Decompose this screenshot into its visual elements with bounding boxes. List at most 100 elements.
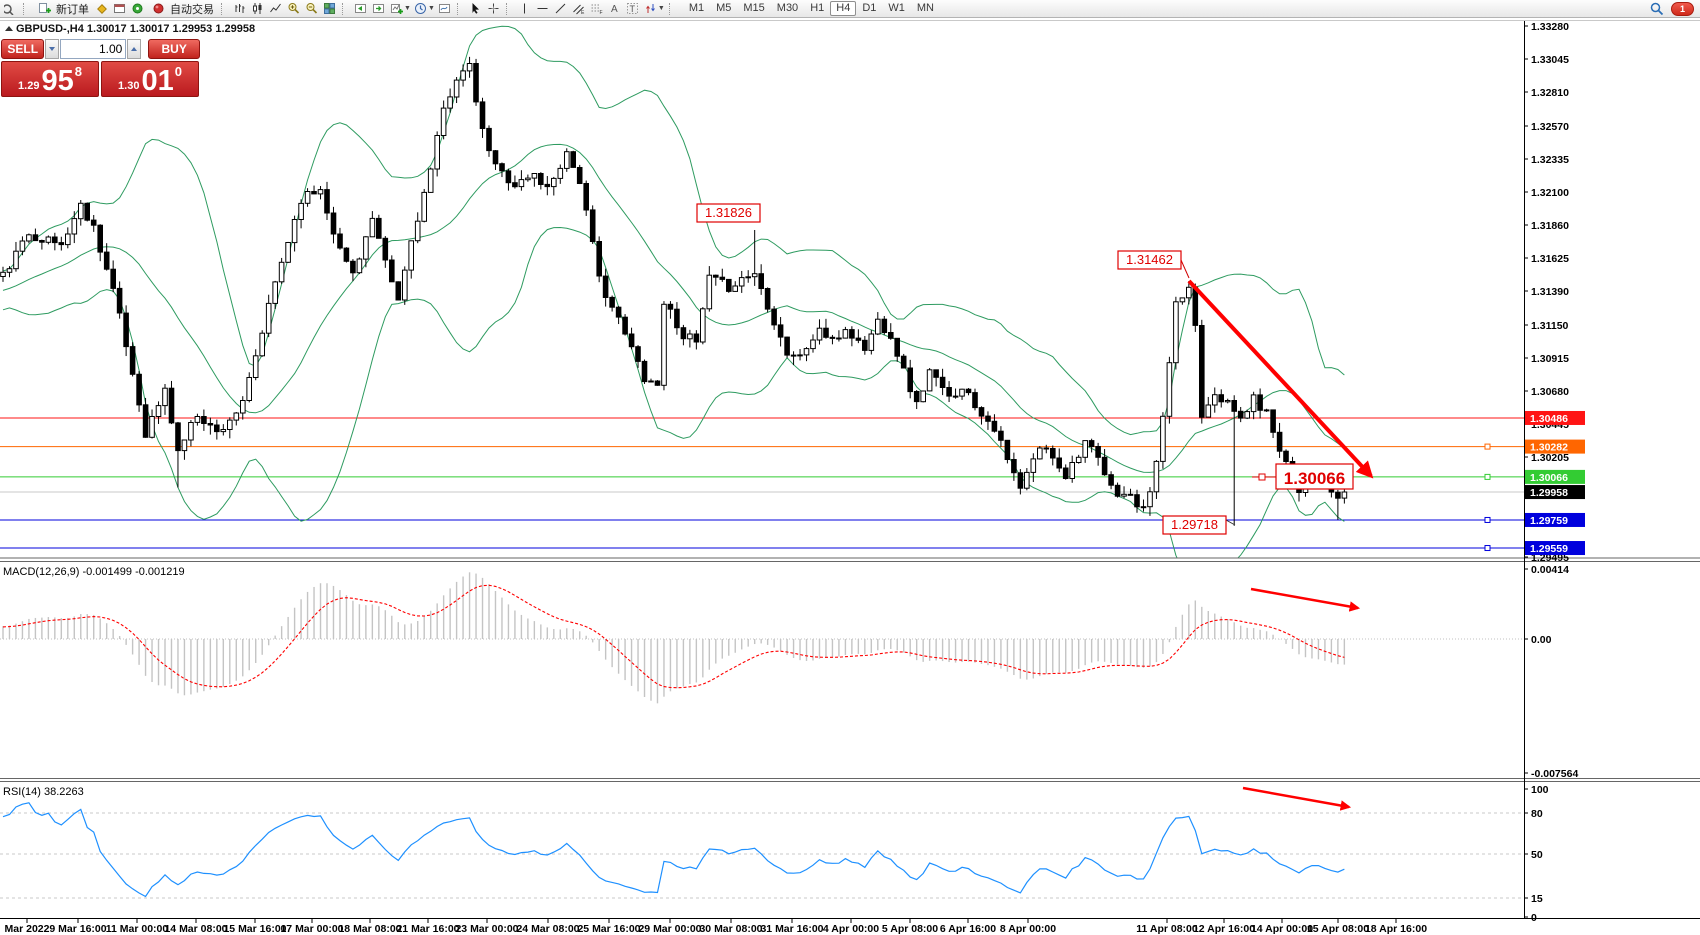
buy-button[interactable]: BUY — [148, 39, 200, 59]
chevron-down-icon — [49, 47, 56, 51]
svg-text:11 Mar 00:00: 11 Mar 00:00 — [106, 923, 169, 935]
tile-windows-icon[interactable] — [321, 1, 338, 16]
vertical-line-tool-icon[interactable] — [516, 1, 533, 16]
timeframe-button-d1[interactable]: D1 — [862, 2, 877, 14]
toolbar-separator — [342, 2, 347, 15]
svg-text:1.29559: 1.29559 — [1530, 543, 1568, 555]
timeframe-button-h4[interactable]: H4 — [830, 1, 857, 16]
volume-decrease-button[interactable] — [45, 39, 60, 59]
new-order-label: 新订单 — [56, 3, 89, 16]
chart-shift-icon[interactable] — [370, 1, 387, 16]
svg-text:15 Mar 16:00: 15 Mar 16:00 — [223, 923, 286, 935]
svg-text:23 Mar 00:00: 23 Mar 00:00 — [455, 923, 518, 935]
chart-window-icon[interactable] — [2, 1, 19, 16]
svg-text:29 Mar 00:00: 29 Mar 00:00 — [638, 923, 701, 935]
toolbar-separator — [505, 2, 511, 15]
zoom-out-icon[interactable] — [303, 1, 320, 16]
svg-text:80: 80 — [1531, 808, 1543, 820]
sell-price-display[interactable]: 1.29 95 8 — [1, 61, 99, 97]
price-chart[interactable]: 1.31826 1.31462 1.30066 1.29718 1.33280 1.330… — [0, 18, 1700, 935]
auto-trading-label: 自动交易 — [170, 3, 214, 16]
svg-text:F: F — [599, 10, 602, 15]
auto-trading-icon — [150, 1, 167, 16]
timeframe-button-m30[interactable]: M30 — [776, 2, 799, 14]
svg-text:1.33280: 1.33280 — [1531, 21, 1569, 33]
svg-text:1.30680: 1.30680 — [1531, 386, 1569, 398]
auto-trading-button[interactable]: 自动交易 — [147, 1, 217, 16]
line-chart-icon[interactable] — [267, 1, 284, 16]
svg-text:18 Mar 08:00: 18 Mar 08:00 — [338, 923, 401, 935]
timeframe-button-m5[interactable]: M5 — [716, 2, 732, 14]
candlestick-chart-icon[interactable] — [249, 1, 266, 16]
svg-text:1.33045: 1.33045 — [1531, 54, 1569, 66]
svg-text:8 Apr 00:00: 8 Apr 00:00 — [1000, 923, 1056, 935]
volume-input[interactable] — [60, 39, 127, 59]
zoom-in-icon[interactable] — [285, 1, 302, 16]
svg-text:1.32100: 1.32100 — [1531, 187, 1569, 199]
navigator-icon[interactable] — [129, 1, 146, 16]
auto-scroll-icon[interactable] — [352, 1, 369, 16]
buy-price-handle: 1.30 — [118, 80, 140, 92]
svg-text:1.31826: 1.31826 — [705, 205, 752, 220]
svg-text:14 Apr 00:00: 14 Apr 00:00 — [1251, 923, 1313, 935]
horizontal-line-tool-icon[interactable] — [534, 1, 551, 16]
sell-button[interactable]: SELL — [1, 39, 45, 59]
svg-text:1.31462: 1.31462 — [1126, 252, 1173, 267]
search-icon[interactable] — [1648, 1, 1665, 16]
svg-text:1.32335: 1.32335 — [1531, 154, 1569, 166]
volume-increase-button[interactable] — [127, 39, 142, 59]
svg-text:50: 50 — [1531, 849, 1543, 861]
data-window-icon[interactable] — [111, 1, 128, 16]
market-watch-icon[interactable] — [93, 1, 110, 16]
cursor-icon[interactable] — [467, 1, 484, 16]
timeframe-clock-icon[interactable] — [412, 1, 429, 16]
timeframe-button-w1[interactable]: W1 — [888, 2, 905, 14]
svg-text:1.29759: 1.29759 — [1530, 515, 1568, 527]
svg-text:15: 15 — [1531, 893, 1543, 905]
sell-price-pips: 95 — [41, 65, 74, 97]
svg-text:1.31390: 1.31390 — [1531, 286, 1569, 298]
toolbar-separator — [221, 2, 226, 15]
timeframe-button-m15[interactable]: M15 — [743, 2, 765, 14]
channel-tool-icon[interactable]: E — [570, 1, 587, 16]
toolbar-separator — [23, 2, 28, 15]
templates-icon[interactable] — [436, 1, 453, 16]
svg-text:A: A — [611, 4, 618, 15]
new-order-button[interactable]: 新订单 — [33, 1, 92, 16]
arrows-tool-icon[interactable] — [642, 1, 659, 16]
crosshair-icon[interactable] — [485, 1, 502, 16]
svg-text:1.30066: 1.30066 — [1530, 472, 1568, 484]
svg-text:1.30282: 1.30282 — [1530, 442, 1568, 454]
svg-text:6 Apr 16:00: 6 Apr 16:00 — [940, 923, 996, 935]
bar-chart-icon[interactable] — [231, 1, 248, 16]
timeframe-button-m1[interactable]: M1 — [688, 2, 705, 14]
arrows-tool-caret-icon[interactable]: ▼ — [657, 5, 665, 12]
buy-price-pips: 01 — [141, 65, 174, 97]
svg-text:31 Mar 16:00: 31 Mar 16:00 — [760, 923, 823, 935]
svg-text:1.30915: 1.30915 — [1531, 353, 1569, 365]
text-label-tool-icon[interactable]: T — [624, 1, 641, 16]
trendline-tool-icon[interactable] — [552, 1, 569, 16]
text-tool-icon[interactable]: A — [606, 1, 623, 16]
svg-text:1.30205: 1.30205 — [1531, 452, 1569, 464]
svg-text:0.00414: 0.00414 — [1531, 564, 1569, 576]
svg-text:14 Mar 08:00: 14 Mar 08:00 — [164, 923, 227, 935]
sell-price-handle: 1.29 — [18, 80, 40, 92]
svg-text:E: E — [581, 10, 585, 15]
svg-text:11 Apr 08:00: 11 Apr 08:00 — [1136, 923, 1198, 935]
svg-text:0: 0 — [1531, 912, 1537, 924]
buy-price-display[interactable]: 1.30 01 0 — [101, 61, 199, 97]
timeframe-button-mn[interactable]: MN — [916, 2, 934, 14]
toolbar-separator — [668, 2, 674, 15]
notification-badge[interactable]: 1 — [1671, 1, 1694, 16]
svg-text:Mar 2022: Mar 2022 — [5, 923, 50, 935]
svg-text:1.32570: 1.32570 — [1531, 121, 1569, 133]
timeframe-clock-caret-icon[interactable]: ▼ — [427, 5, 435, 12]
timeframe-button-h1[interactable]: H1 — [810, 2, 825, 14]
sell-price-point: 8 — [74, 64, 82, 79]
add-indicator-caret-icon[interactable]: ▼ — [404, 5, 411, 12]
svg-text:15 Apr 08:00: 15 Apr 08:00 — [1307, 923, 1369, 935]
timeframe-toolbar: M1 M5 M15 M30 H1 H4 D1 W1 MN — [683, 1, 940, 16]
add-indicator-icon[interactable] — [388, 1, 405, 16]
fibonacci-tool-icon[interactable]: F — [588, 1, 605, 16]
